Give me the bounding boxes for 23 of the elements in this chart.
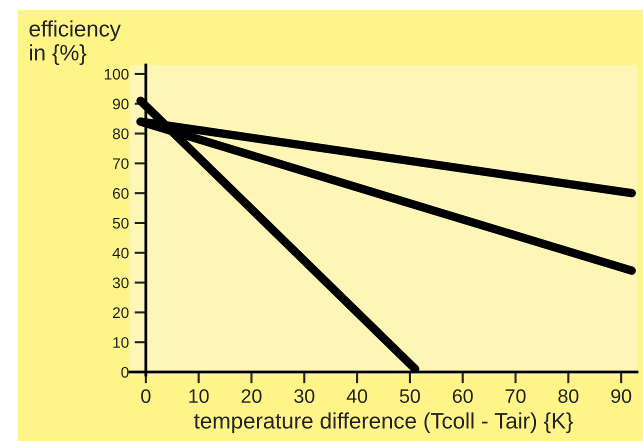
x-tick-label: 60 [452, 389, 473, 403]
y-tick-label: 90 [112, 98, 129, 110]
y-tick-label: 40 [112, 248, 129, 258]
y-tick-label: 30 [112, 277, 129, 288]
x-tick-label: 20 [242, 389, 262, 403]
x-tick-label: 0 [141, 389, 150, 403]
x-tick-label: 90 [611, 389, 632, 403]
y-tick-label: 0 [121, 366, 129, 378]
y-axis-title: efficiency in {%} [30, 20, 121, 65]
x-tick-label: 30 [294, 389, 314, 403]
y-tick-label: 100 [104, 68, 129, 80]
x-axis-title: temperature difference (Tcoll - Tair) {K} [194, 412, 573, 434]
y-tick-label: 70 [112, 158, 129, 170]
y-tick-label: 60 [112, 188, 129, 199]
x-tick-label: 10 [189, 389, 209, 403]
x-tick-label: 50 [400, 389, 420, 403]
y-tick-label: 80 [112, 128, 129, 140]
x-tick-label: 70 [506, 389, 526, 403]
x-tick-label: 80 [558, 389, 578, 403]
y-tick-label: 10 [113, 337, 129, 348]
y-tick-label: 20 [112, 307, 129, 318]
y-tick-label: 50 [112, 218, 129, 229]
x-tick-label: 40 [346, 389, 368, 403]
